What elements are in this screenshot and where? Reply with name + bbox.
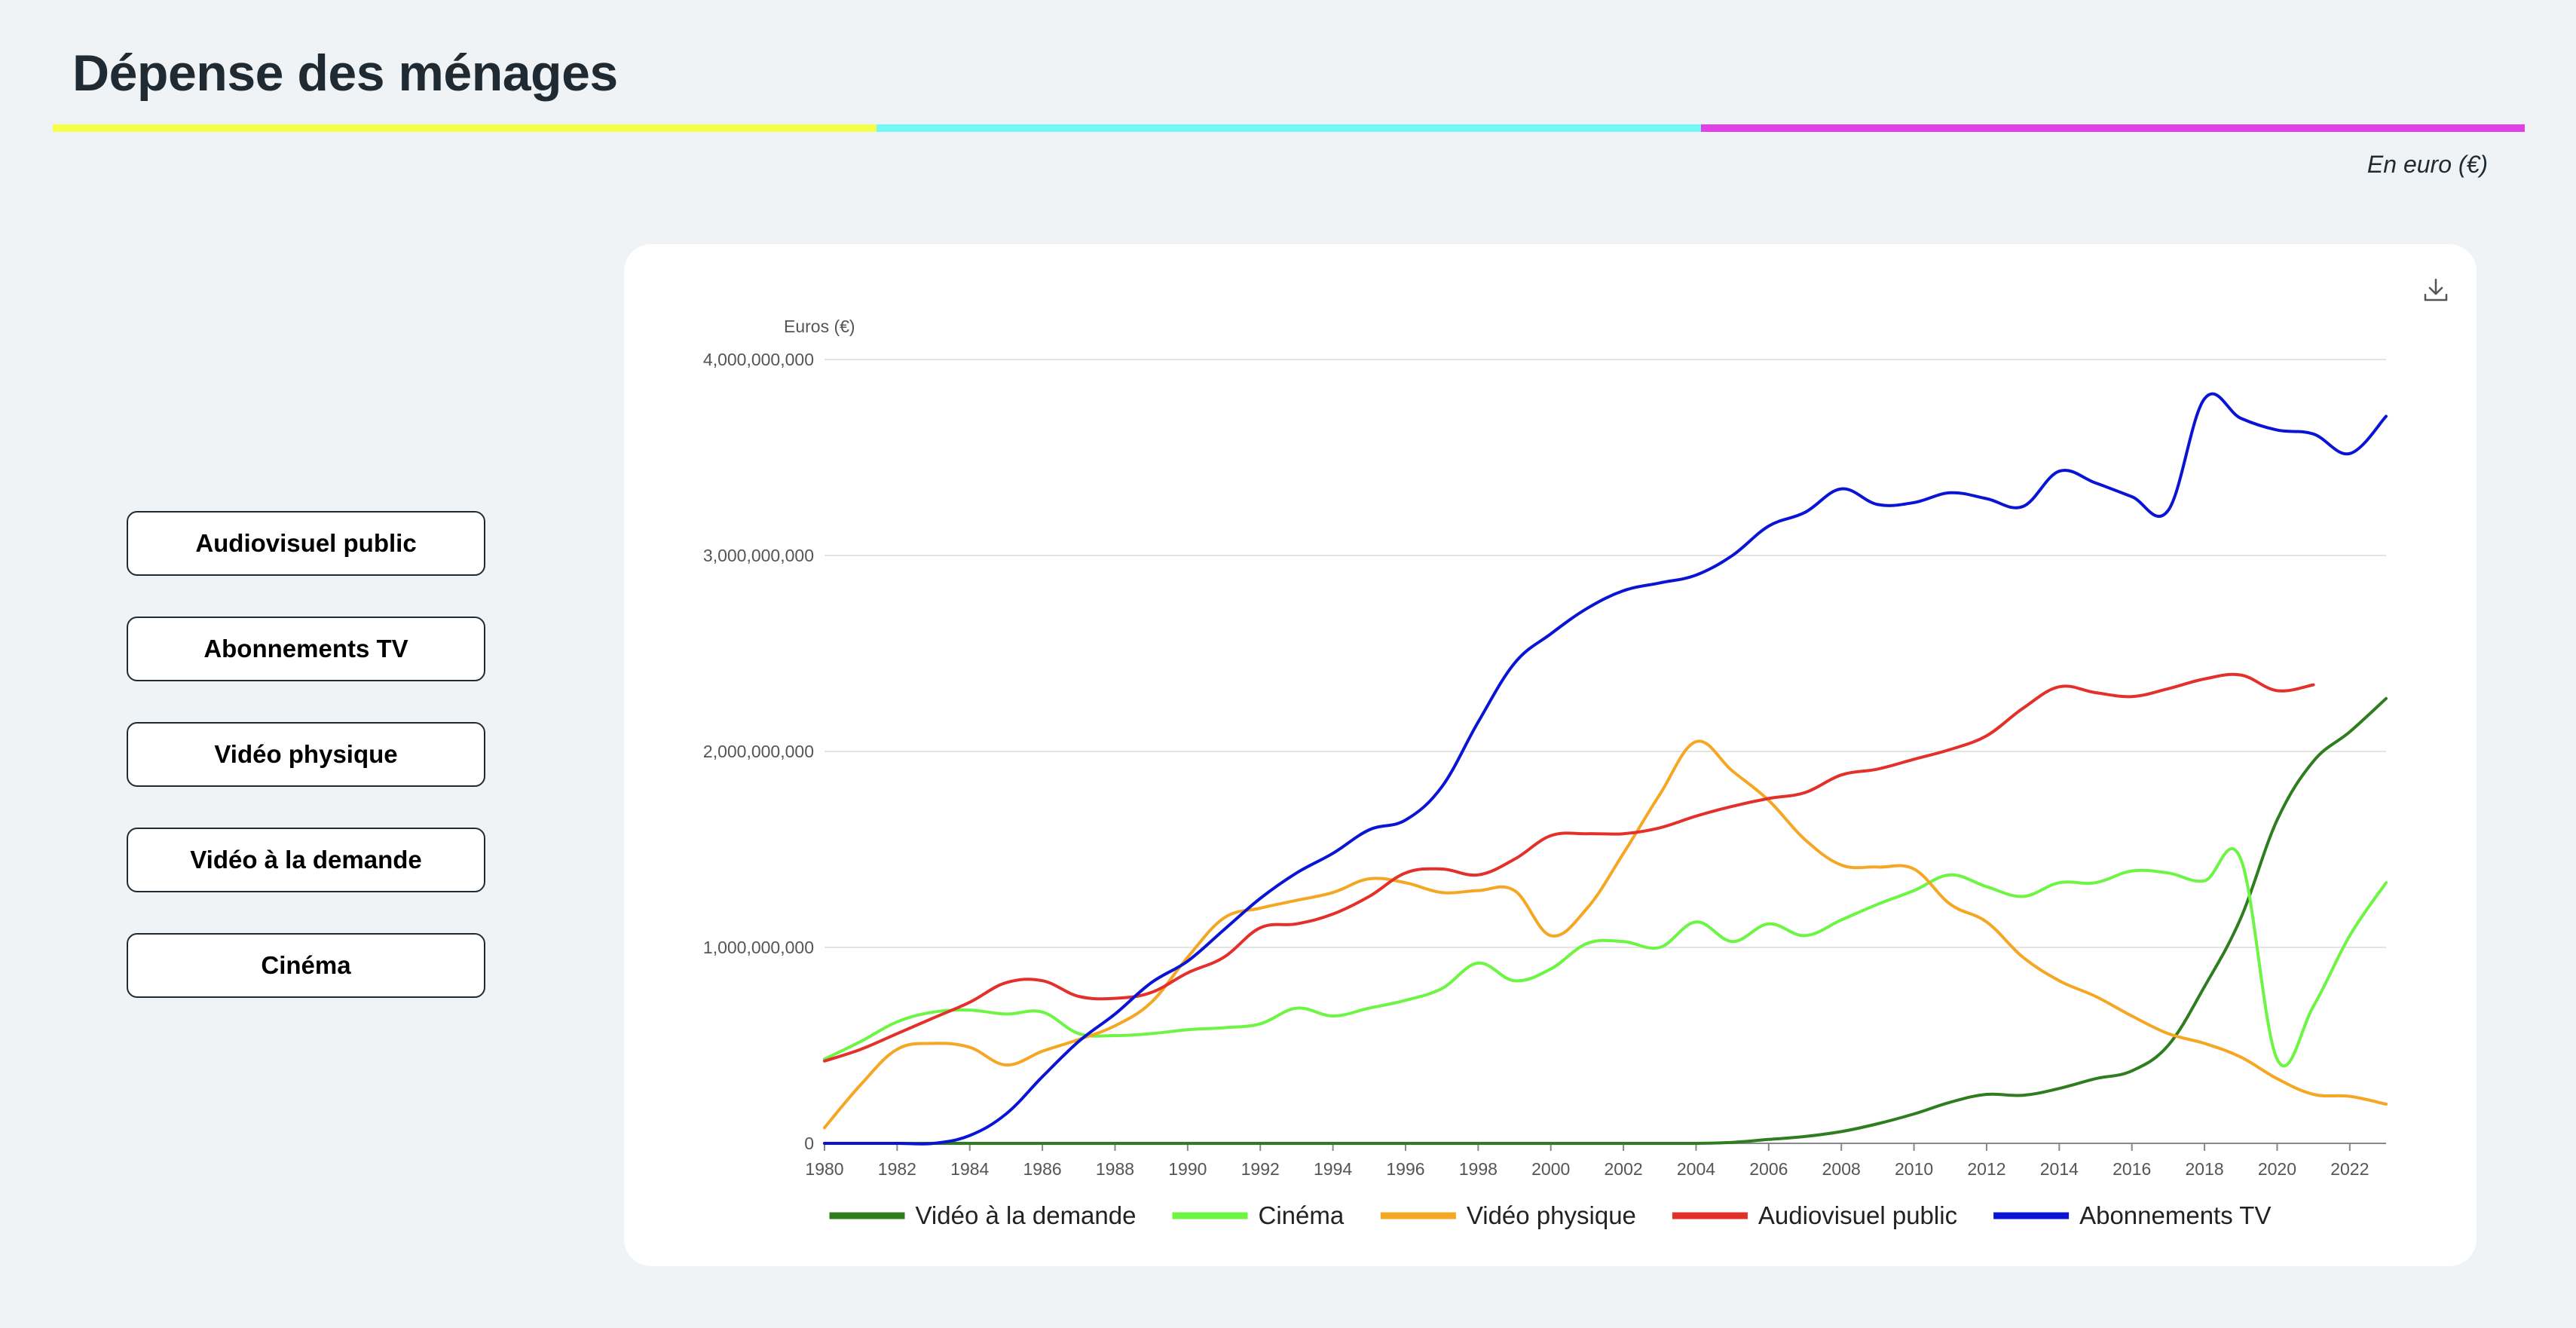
legend-label: Vidéo à la demande xyxy=(916,1201,1137,1229)
filter-button-video-a-la-demande[interactable]: Vidéo à la demande xyxy=(127,828,485,892)
title-bar-segment-2 xyxy=(877,124,1701,132)
x-tick-label: 2022 xyxy=(2330,1159,2369,1179)
filter-button-audiovisuel-public[interactable]: Audiovisuel public xyxy=(127,511,485,576)
x-tick-label: 2014 xyxy=(2040,1159,2079,1179)
x-tick-label: 2006 xyxy=(1749,1159,1788,1179)
page-title: Dépense des ménages xyxy=(72,44,618,102)
x-tick-label: 2012 xyxy=(1967,1159,2005,1179)
x-tick-label: 1998 xyxy=(1459,1159,1498,1179)
y-tick-label: 3,000,000,000 xyxy=(703,546,814,565)
x-tick-label: 2016 xyxy=(2113,1159,2151,1179)
chart-card xyxy=(624,244,2477,1266)
filter-button-abonnements-tv[interactable]: Abonnements TV xyxy=(127,617,485,681)
title-bar-segment-3 xyxy=(1700,124,2525,132)
x-tick-label: 1980 xyxy=(805,1159,843,1179)
series-line-2 xyxy=(823,847,2388,1068)
x-tick-label: 1986 xyxy=(1023,1159,1062,1179)
unit-note: En euro (€) xyxy=(2366,151,2488,178)
x-tick-label: 1984 xyxy=(950,1159,989,1179)
x-tick-label: 2000 xyxy=(1531,1159,1570,1179)
series-line-5 xyxy=(823,392,2388,1146)
series-line-1 xyxy=(823,696,2388,1146)
x-tick-label: 2010 xyxy=(1895,1159,1933,1179)
line-chart: 0 1,000,000,000 2,000,000,000 3,000,000,000… xyxy=(703,317,2388,1229)
y-tick-label: 4,000,000,000 xyxy=(703,350,814,369)
y-axis-label: Euros (€) xyxy=(784,317,855,336)
x-tick-label: 2018 xyxy=(2185,1159,2223,1179)
filter-button-cinema[interactable]: Cinéma xyxy=(127,933,485,998)
y-tick-label: 1,000,000,000 xyxy=(703,938,814,957)
filter-button-video-physique[interactable]: Vidéo physique xyxy=(127,722,485,787)
x-tick-label: 2020 xyxy=(2258,1159,2296,1179)
x-tick-label: 2002 xyxy=(1605,1159,1643,1179)
download-icon[interactable] xyxy=(2421,275,2451,305)
legend-label: Abonnements TV xyxy=(2079,1201,2271,1229)
y-tick-label: 0 xyxy=(804,1134,814,1153)
legend-label: Vidéo physique xyxy=(1467,1201,1636,1229)
x-tick-label: 1994 xyxy=(1314,1159,1352,1179)
x-tick-label: 2004 xyxy=(1677,1159,1715,1179)
y-tick-label: 2,000,000,000 xyxy=(703,742,814,761)
x-tick-label: 1990 xyxy=(1168,1159,1207,1179)
legend-label: Audiovisuel public xyxy=(1758,1201,1957,1229)
series-line-4 xyxy=(823,672,2315,1063)
x-tick-label: 1988 xyxy=(1096,1159,1134,1179)
title-bar-segment-1 xyxy=(53,124,877,132)
x-tick-label: 2008 xyxy=(1822,1159,1861,1179)
x-tick-label: 1992 xyxy=(1241,1159,1280,1179)
series-line-3 xyxy=(823,739,2388,1130)
x-tick-label: 1996 xyxy=(1386,1159,1424,1179)
title-color-bar xyxy=(53,124,2525,132)
x-tick-label: 1982 xyxy=(878,1159,916,1179)
legend-label: Cinéma xyxy=(1258,1201,1344,1229)
